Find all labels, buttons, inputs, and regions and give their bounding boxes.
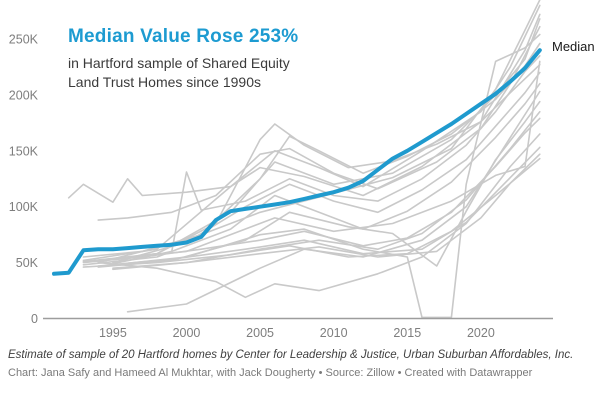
source-note: Estimate of sample of 20 Hartford homes … xyxy=(8,349,574,361)
home-value-line xyxy=(82,4,541,262)
line-chart-canvas: 0 50K 100K 150K 200K 250K 1995 2000 2005 2010 2015… xyxy=(9,0,553,340)
credits-byline: Chart: Jana Safy and Hameed Al Mukhtar, … xyxy=(8,367,533,380)
series-group xyxy=(52,0,542,319)
home-value-line xyxy=(112,153,541,270)
y-axis-tick-label: 50K xyxy=(16,256,39,270)
chart-footer: Estimate of sample of 20 Hartford homes … xyxy=(8,347,594,379)
home-value-line xyxy=(97,133,541,299)
y-axis-tick-label: 0 xyxy=(31,312,38,326)
x-axis-tick-label: 1995 xyxy=(99,326,127,340)
home-value-line xyxy=(82,157,541,268)
chart-subtitle-line-1: in Hartford sample of Shared Equity xyxy=(68,55,290,71)
y-axis-tick-label: 200K xyxy=(9,88,39,102)
median-value-line xyxy=(52,48,542,276)
chart-area: 0 50K 100K 150K 200K 250K 1995 2000 2005 2010 2015… xyxy=(9,0,595,340)
home-value-line xyxy=(97,63,541,262)
home-value-line xyxy=(82,42,541,258)
home-value-line xyxy=(97,25,541,221)
y-axis-tick-label: 150K xyxy=(9,144,39,158)
y-axis-tick-label: 100K xyxy=(9,200,39,214)
home-value-line xyxy=(97,0,541,264)
x-axis-tick-label: 2020 xyxy=(467,326,495,340)
chart-subtitle: in Hartford sample of Shared Equity Land… xyxy=(68,54,290,92)
x-axis-tick-label: 2010 xyxy=(320,326,348,340)
home-value-line xyxy=(97,60,541,262)
x-axis-tick-label: 2015 xyxy=(393,326,421,340)
home-value-line xyxy=(67,13,541,203)
x-axis-tick-label: 2005 xyxy=(246,326,274,340)
chart-subtitle-line-2: Land Trust Homes since 1990s xyxy=(68,73,261,90)
home-value-line xyxy=(112,71,541,264)
home-value-line xyxy=(82,117,541,264)
chart-title: Median Value Rose 253% xyxy=(68,26,299,47)
home-value-line xyxy=(112,54,541,265)
x-axis-tick-label: 2000 xyxy=(173,326,201,340)
median-series-label: Median xyxy=(552,39,595,54)
y-axis-tick-label: 250K xyxy=(9,33,39,47)
